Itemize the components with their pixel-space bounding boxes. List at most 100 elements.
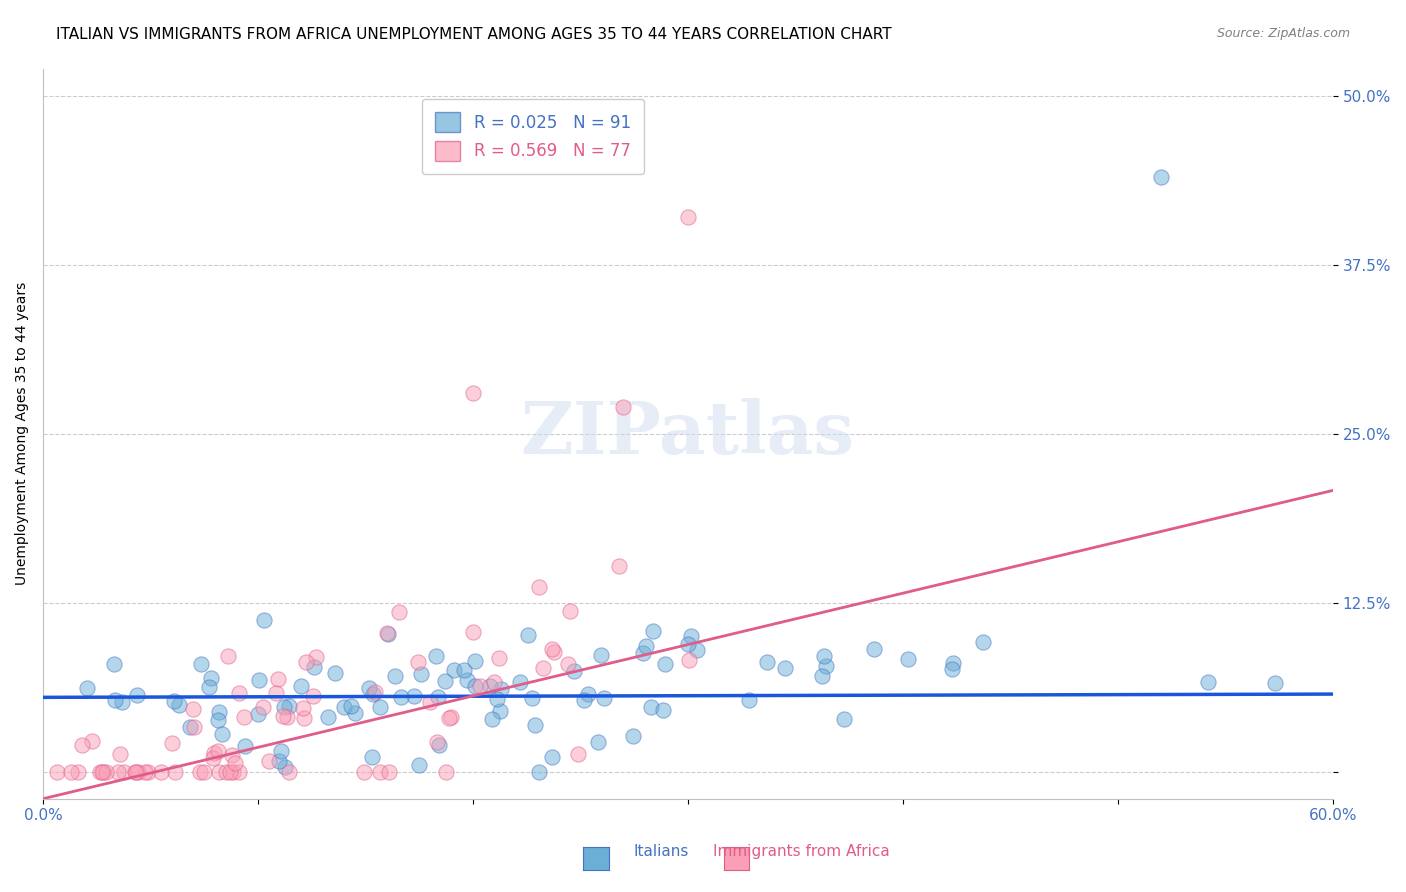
Point: [89, 764, 111, 779]
Point: [543, 645, 565, 659]
Point: [586, 735, 609, 749]
Point: [636, 639, 658, 653]
Point: [252, 700, 274, 714]
Point: [103, 657, 125, 672]
Point: [304, 649, 326, 664]
Point: [426, 690, 449, 704]
Point: [361, 686, 384, 700]
Point: [190, 657, 212, 672]
Point: [461, 386, 484, 401]
Point: [318, 710, 340, 724]
Point: [290, 679, 312, 693]
Point: [419, 695, 441, 709]
Point: [292, 711, 315, 725]
Point: [1264, 675, 1286, 690]
Point: [425, 648, 447, 663]
Point: [91, 764, 114, 779]
Point: [531, 661, 554, 675]
Point: [375, 626, 398, 640]
Point: [363, 685, 385, 699]
Point: [107, 764, 129, 779]
Point: [304, 660, 326, 674]
Point: [200, 671, 222, 685]
Point: [481, 712, 503, 726]
Point: [222, 764, 245, 779]
Point: [160, 736, 183, 750]
Point: [439, 711, 461, 725]
Point: [814, 659, 837, 673]
Y-axis label: Unemployment Among Ages 35 to 44 years: Unemployment Among Ages 35 to 44 years: [15, 282, 30, 585]
Point: [207, 744, 229, 758]
Point: [215, 764, 238, 779]
Point: [247, 673, 270, 687]
Point: [207, 713, 229, 727]
Point: [484, 675, 506, 690]
Point: [773, 661, 796, 675]
Point: [112, 764, 135, 779]
Point: [593, 690, 616, 705]
Legend: R = 0.025   N = 91, R = 0.569   N = 77: R = 0.025 N = 91, R = 0.569 N = 77: [422, 99, 644, 175]
Point: [274, 760, 297, 774]
Point: [183, 720, 205, 734]
Point: [271, 709, 294, 723]
Point: [541, 750, 564, 764]
Point: [631, 646, 654, 660]
Point: [94, 764, 117, 779]
Point: [267, 755, 290, 769]
Text: Immigrants from Africa: Immigrants from Africa: [713, 845, 890, 859]
Point: [443, 663, 465, 677]
Point: [224, 756, 246, 771]
Point: [167, 698, 190, 712]
Point: [276, 710, 298, 724]
Point: [323, 665, 346, 680]
Point: [863, 642, 886, 657]
Point: [361, 750, 384, 764]
Point: [110, 747, 132, 761]
Text: ITALIAN VS IMMIGRANTS FROM AFRICA UNEMPLOYMENT AMONG AGES 35 TO 44 YEARS CORRELA: ITALIAN VS IMMIGRANTS FROM AFRICA UNEMPL…: [56, 27, 891, 42]
Point: [333, 699, 356, 714]
Point: [228, 764, 250, 779]
Point: [66, 764, 89, 779]
Point: [404, 689, 426, 703]
Point: [456, 673, 478, 688]
Point: [368, 764, 391, 779]
Point: [59, 764, 82, 779]
Point: [127, 764, 149, 779]
Point: [377, 764, 399, 779]
Point: [202, 751, 225, 765]
Point: [340, 699, 363, 714]
Point: [1150, 169, 1173, 184]
Point: [468, 679, 491, 693]
Point: [558, 603, 581, 617]
Point: [389, 690, 412, 704]
Point: [193, 764, 215, 779]
Point: [461, 625, 484, 640]
Point: [125, 688, 148, 702]
Point: [91, 764, 114, 779]
Point: [267, 672, 290, 686]
Point: [527, 580, 550, 594]
Text: Italians: Italians: [633, 845, 689, 859]
Point: [149, 764, 172, 779]
Point: [576, 687, 599, 701]
Point: [612, 400, 634, 414]
Point: [572, 692, 595, 706]
Point: [557, 657, 579, 671]
Point: [541, 642, 564, 657]
Point: [607, 559, 630, 574]
Point: [124, 764, 146, 779]
Point: [388, 605, 411, 619]
Point: [486, 691, 509, 706]
Point: [678, 653, 700, 667]
Point: [652, 703, 675, 717]
Point: [756, 655, 779, 669]
Point: [562, 664, 585, 678]
Point: [353, 764, 375, 779]
Point: [124, 764, 146, 779]
Point: [941, 662, 963, 676]
Point: [409, 666, 432, 681]
Point: [621, 729, 644, 743]
Point: [426, 735, 449, 749]
Point: [163, 764, 186, 779]
Point: [82, 734, 104, 748]
